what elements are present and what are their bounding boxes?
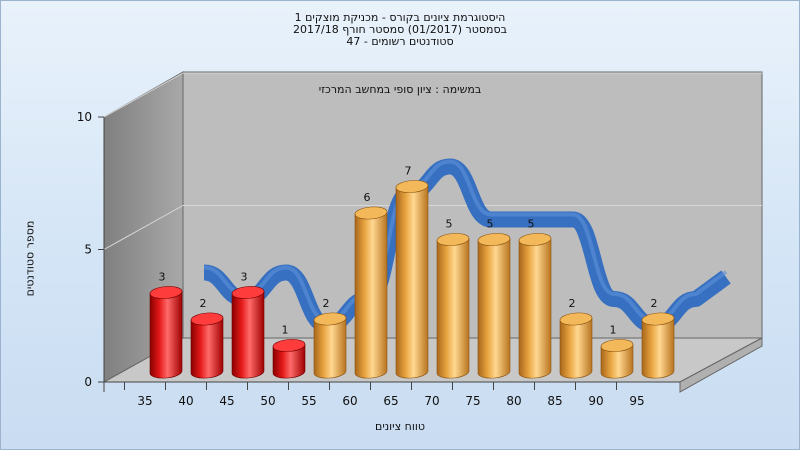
- bar-top: [272, 339, 306, 352]
- x-tick-label: 45: [219, 394, 234, 408]
- bar-body: [313, 317, 347, 379]
- data-label: 2: [569, 297, 576, 310]
- bar-top: [231, 286, 265, 299]
- bar: [149, 286, 183, 379]
- bar: [436, 233, 470, 379]
- x-tick-label: 75: [465, 394, 480, 408]
- chart-right-edge: [679, 337, 763, 393]
- bar-body: [190, 317, 224, 379]
- data-label: 7: [405, 165, 412, 178]
- distribution-curve: [202, 158, 731, 334]
- bar-body: [641, 317, 675, 379]
- data-label: 5: [528, 218, 535, 231]
- data-label: 1: [610, 324, 617, 337]
- bar: [272, 339, 306, 379]
- data-label: 6: [364, 191, 371, 204]
- data-label: 5: [446, 218, 453, 231]
- data-label: 2: [323, 297, 330, 310]
- bar: [395, 180, 429, 379]
- x-tick-label: 90: [588, 394, 603, 408]
- x-axis-label: טווח ציונים: [375, 420, 425, 433]
- bar: [518, 233, 552, 379]
- data-label: 3: [241, 271, 248, 284]
- bar: [354, 206, 388, 379]
- x-tick-label: 55: [301, 394, 316, 408]
- chart-title-line2: בסמסטר (01/2017) סמסטר חורף 2017/18: [293, 23, 507, 36]
- bar-body: [559, 317, 593, 379]
- bar-body: [436, 238, 470, 379]
- x-tick-label: 65: [383, 394, 398, 408]
- y-tick-label: 0: [84, 375, 92, 389]
- x-tick-label: 80: [506, 394, 521, 408]
- bar-top: [477, 233, 511, 246]
- bar-body: [231, 291, 265, 379]
- y-tick-label: 5: [84, 243, 92, 257]
- bar-body: [149, 291, 183, 379]
- bar-body: [600, 344, 634, 379]
- gridline-left: [103, 205, 184, 250]
- bar-top: [190, 312, 224, 326]
- bar-top: [436, 233, 470, 246]
- x-tick-label: 50: [260, 394, 275, 408]
- x-tick-label: 70: [424, 394, 439, 408]
- data-label: 1: [282, 324, 289, 337]
- chart-title-line3: סטודנטים רשומים - 47: [346, 35, 454, 48]
- gridline-left: [103, 72, 184, 118]
- bar: [313, 312, 347, 379]
- data-label: 5: [487, 218, 494, 231]
- data-label: 3: [159, 271, 166, 284]
- bar-top: [641, 312, 675, 326]
- bar-body: [518, 238, 552, 379]
- x-tick-label: 85: [547, 394, 562, 408]
- bar: [641, 312, 675, 379]
- chart-subtitle: במשימה : ציון סופי במחשב המרכזי: [318, 83, 482, 96]
- bar: [477, 233, 511, 379]
- bar: [559, 312, 593, 379]
- bar-top: [149, 286, 183, 299]
- chart-title-line1: היסטוגרמת ציונים בקורס - מכניקת מוצקים 1: [294, 11, 506, 24]
- bar: [231, 286, 265, 379]
- bar: [600, 339, 634, 379]
- y-axis-label: מספר סטודנטים: [23, 220, 37, 297]
- bar-top: [559, 312, 593, 326]
- bar-body: [395, 185, 429, 379]
- bar-body: [272, 344, 306, 379]
- x-tick-label: 40: [178, 394, 193, 408]
- x-tick-label: 60: [342, 394, 357, 408]
- x-tick-label: 95: [629, 394, 644, 408]
- bar-top: [354, 206, 388, 220]
- bar-top: [395, 180, 429, 193]
- bar-body: [477, 238, 511, 379]
- data-label: 2: [200, 297, 207, 310]
- data-label: 2: [651, 297, 658, 310]
- bar-body: [354, 211, 388, 379]
- bar: [190, 312, 224, 379]
- bar-top: [600, 339, 634, 352]
- bar-top: [518, 233, 552, 246]
- y-tick-label: 10: [77, 110, 92, 124]
- bar-top: [313, 312, 347, 326]
- x-tick-label: 35: [137, 394, 152, 408]
- distribution-curve-highlight: [203, 159, 728, 323]
